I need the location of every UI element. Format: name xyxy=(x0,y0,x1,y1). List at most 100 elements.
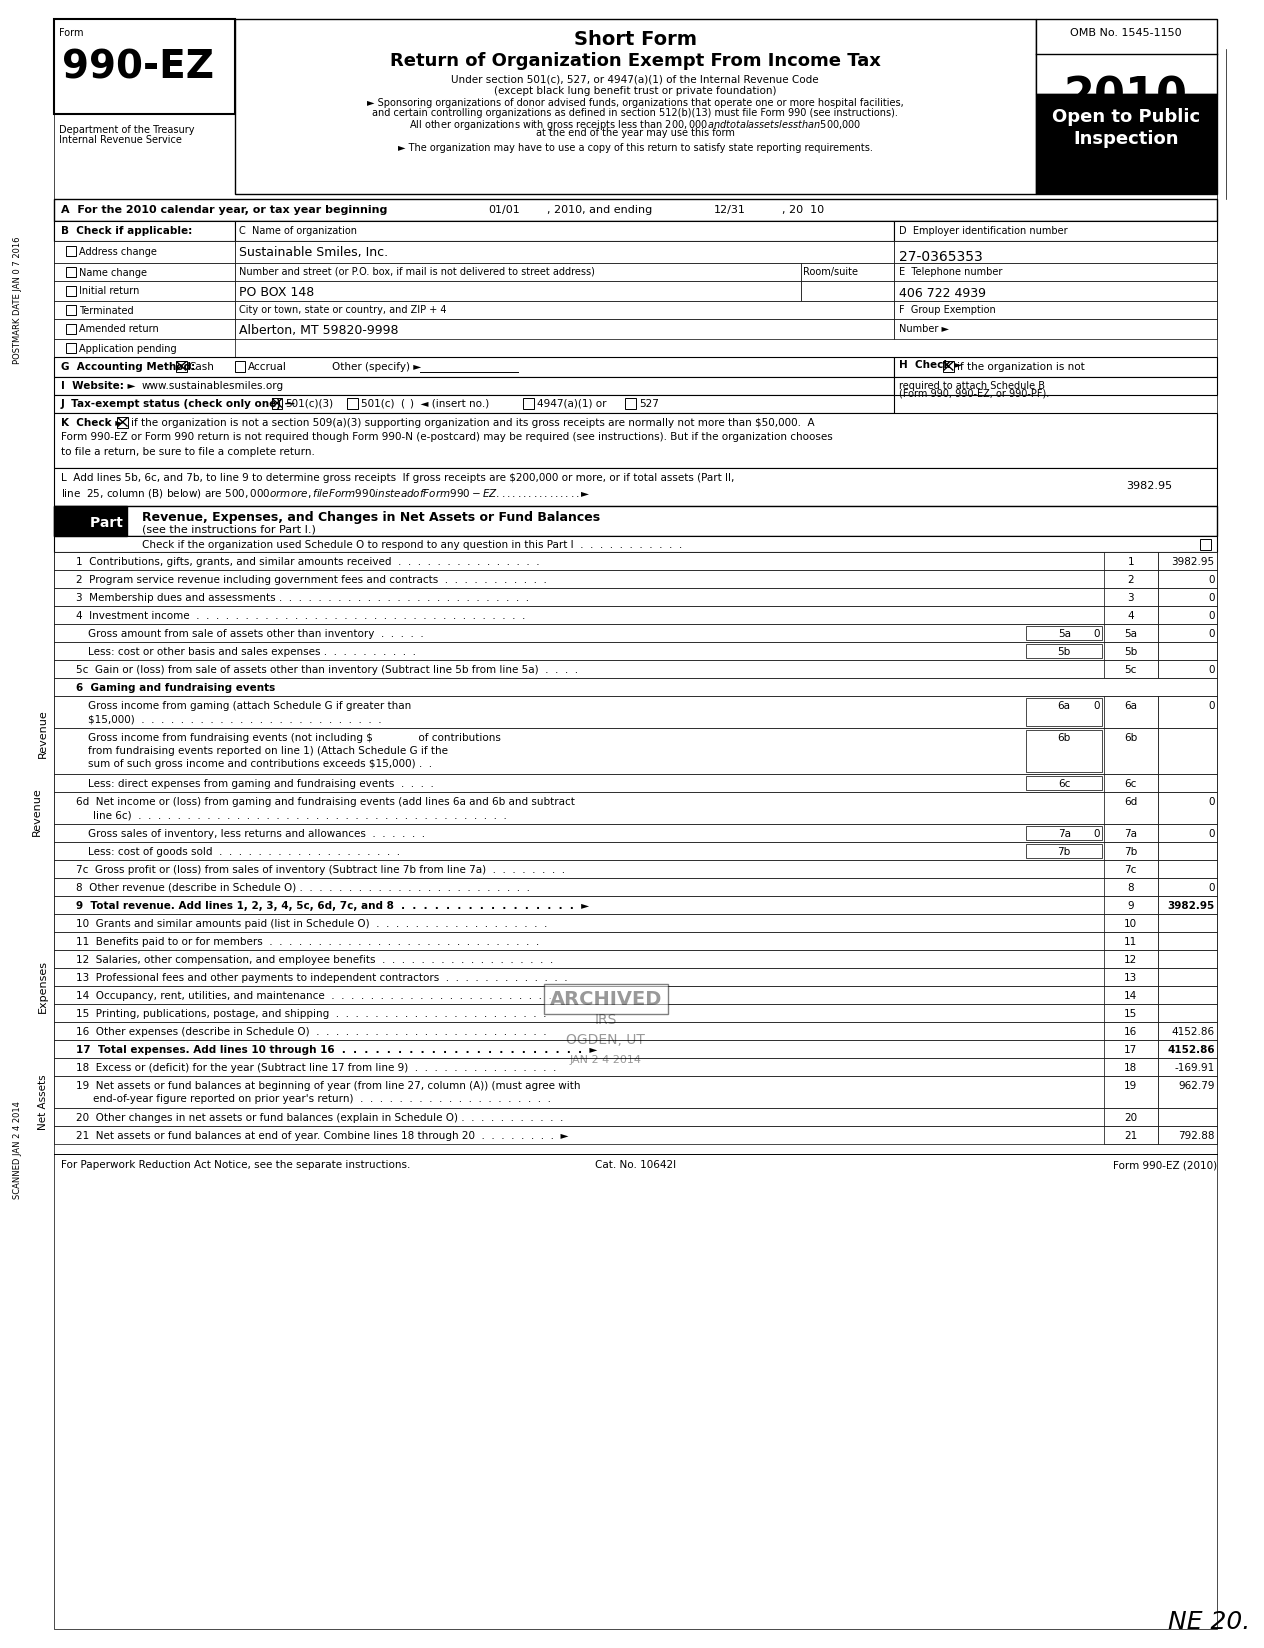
Text: 0: 0 xyxy=(1208,664,1215,674)
Text: 5c: 5c xyxy=(1125,664,1136,674)
Bar xyxy=(54,588,1217,606)
Bar xyxy=(894,282,1217,302)
Text: H  Check ►: H Check ► xyxy=(899,359,962,369)
Text: 406 722 4939: 406 722 4939 xyxy=(899,287,986,300)
Text: 12  Salaries, other compensation, and employee benefits  .  .  .  .  .  .  .  . : 12 Salaries, other compensation, and emp… xyxy=(76,954,554,964)
Bar xyxy=(54,933,1217,951)
Bar xyxy=(54,1040,1217,1058)
Text: 7a: 7a xyxy=(1058,829,1071,839)
Text: 12: 12 xyxy=(1124,954,1138,964)
Text: 0: 0 xyxy=(1208,593,1215,603)
Bar xyxy=(894,264,1217,282)
Bar xyxy=(943,363,954,372)
Text: (Form 990, 990-EZ, or 990-PF).: (Form 990, 990-EZ, or 990-PF). xyxy=(899,389,1049,399)
Bar xyxy=(54,661,1217,679)
Bar xyxy=(235,20,1036,194)
Text: Gross amount from sale of assets other than inventory  .  .  .  .  .: Gross amount from sale of assets other t… xyxy=(88,628,423,639)
Text: Less: direct expenses from gaming and fundraising events  .  .  .  .: Less: direct expenses from gaming and fu… xyxy=(88,778,434,788)
Bar xyxy=(54,915,1217,933)
Text: from fundraising events reported on line 1) (Attach Schedule G if the: from fundraising events reported on line… xyxy=(88,745,447,755)
Bar xyxy=(894,358,1217,377)
Bar xyxy=(1105,878,1158,897)
Bar xyxy=(1158,1058,1217,1076)
Text: City or town, state or country, and ZIP + 4: City or town, state or country, and ZIP … xyxy=(239,305,447,315)
Bar xyxy=(54,222,1217,242)
Bar xyxy=(1200,539,1211,550)
Text: Less: cost or other basis and sales expenses .  .  .  .  .  .  .  .  .  .: Less: cost or other basis and sales expe… xyxy=(88,646,416,656)
Text: Room/suite: Room/suite xyxy=(804,267,858,277)
Text: , 2010, and ending: , 2010, and ending xyxy=(547,204,652,214)
Bar xyxy=(1158,570,1217,588)
Text: Cash: Cash xyxy=(188,363,215,372)
Text: Form 990-EZ (2010): Form 990-EZ (2010) xyxy=(1112,1159,1217,1170)
Text: 0: 0 xyxy=(1208,796,1215,806)
Text: Amended return: Amended return xyxy=(80,323,159,335)
Bar xyxy=(1158,661,1217,679)
Bar xyxy=(1158,915,1217,933)
Text: 8  Other revenue (describe in Schedule O) .  .  .  .  .  .  .  .  .  .  .  .  . : 8 Other revenue (describe in Schedule O)… xyxy=(76,882,530,893)
Text: Revenue: Revenue xyxy=(32,786,42,836)
Bar xyxy=(54,242,235,264)
Bar xyxy=(1105,897,1158,915)
Bar xyxy=(1158,697,1217,728)
Text: 5b: 5b xyxy=(1058,646,1071,656)
Text: 0: 0 xyxy=(1093,829,1101,839)
Text: NE 20.: NE 20. xyxy=(1168,1608,1250,1633)
Text: line  25, column (B) below) are $500,000 or more, file Form 990 instead of Form : line 25, column (B) below) are $500,000 … xyxy=(61,486,590,499)
Bar xyxy=(54,1076,1217,1109)
Bar xyxy=(1105,1004,1158,1022)
Bar xyxy=(1158,824,1217,842)
Text: E  Telephone number: E Telephone number xyxy=(899,267,1002,277)
Bar xyxy=(54,396,894,414)
Bar xyxy=(1036,20,1217,96)
Bar xyxy=(1105,1022,1158,1040)
Text: 4: 4 xyxy=(1127,611,1134,621)
Bar xyxy=(1105,793,1158,824)
Bar xyxy=(1158,860,1217,878)
Text: K  Check ►: K Check ► xyxy=(61,417,123,428)
Bar xyxy=(1105,643,1158,661)
Text: PO BOX 148: PO BOX 148 xyxy=(239,285,315,298)
Text: 7c  Gross profit or (loss) from sales of inventory (Subtract line 7b from line 7: 7c Gross profit or (loss) from sales of … xyxy=(76,865,565,875)
Text: Short Form: Short Form xyxy=(574,30,696,49)
Bar xyxy=(54,20,235,115)
Bar xyxy=(1105,1109,1158,1126)
Bar xyxy=(67,344,76,354)
Text: 16: 16 xyxy=(1124,1027,1138,1037)
Text: OGDEN, UT: OGDEN, UT xyxy=(566,1032,646,1046)
Text: Internal Revenue Service: Internal Revenue Service xyxy=(58,135,182,145)
Text: JAN 2 4 2014: JAN 2 4 2014 xyxy=(570,1055,642,1065)
Text: 0: 0 xyxy=(1208,611,1215,621)
Text: Under section 501(c), 527, or 4947(a)(1) of the Internal Revenue Code: Under section 501(c), 527, or 4947(a)(1)… xyxy=(451,74,819,84)
Bar xyxy=(894,320,1217,339)
Text: 16  Other expenses (describe in Schedule O)  .  .  .  .  .  .  .  .  .  .  .  . : 16 Other expenses (describe in Schedule … xyxy=(76,1027,547,1037)
Text: 4152.86: 4152.86 xyxy=(1167,1045,1215,1055)
Bar xyxy=(235,320,894,339)
Text: 9: 9 xyxy=(1127,900,1134,910)
Bar xyxy=(54,552,1217,570)
Bar xyxy=(1158,588,1217,606)
Bar xyxy=(54,570,1217,588)
Text: 0: 0 xyxy=(1093,700,1101,710)
Bar xyxy=(54,282,235,302)
Text: ARCHIVED: ARCHIVED xyxy=(550,990,662,1009)
Text: 7c: 7c xyxy=(1125,865,1136,875)
Bar xyxy=(54,468,1217,506)
Bar xyxy=(1105,775,1158,793)
Bar xyxy=(1158,1022,1217,1040)
Text: 501(c)(3): 501(c)(3) xyxy=(286,399,334,409)
Text: 2  Program service revenue including government fees and contracts  .  .  .  .  : 2 Program service revenue including gove… xyxy=(76,575,547,585)
Bar xyxy=(54,1126,1217,1144)
Text: Address change: Address change xyxy=(80,247,157,257)
Bar xyxy=(54,842,1217,860)
Bar xyxy=(54,824,1217,842)
Text: 3982.95: 3982.95 xyxy=(1168,900,1215,910)
Text: Number ►: Number ► xyxy=(899,323,949,335)
Text: 792.88: 792.88 xyxy=(1178,1131,1215,1140)
Bar xyxy=(1026,699,1102,727)
Text: 7b: 7b xyxy=(1124,847,1138,857)
Text: 20  Other changes in net assets or fund balances (explain in Schedule O) .  .  .: 20 Other changes in net assets or fund b… xyxy=(76,1112,564,1122)
Text: 10: 10 xyxy=(1124,918,1138,928)
Text: Form 990-EZ or Form 990 return is not required though Form 990-N (e-postcard) ma: Form 990-EZ or Form 990 return is not re… xyxy=(61,432,832,442)
Bar xyxy=(54,377,894,396)
